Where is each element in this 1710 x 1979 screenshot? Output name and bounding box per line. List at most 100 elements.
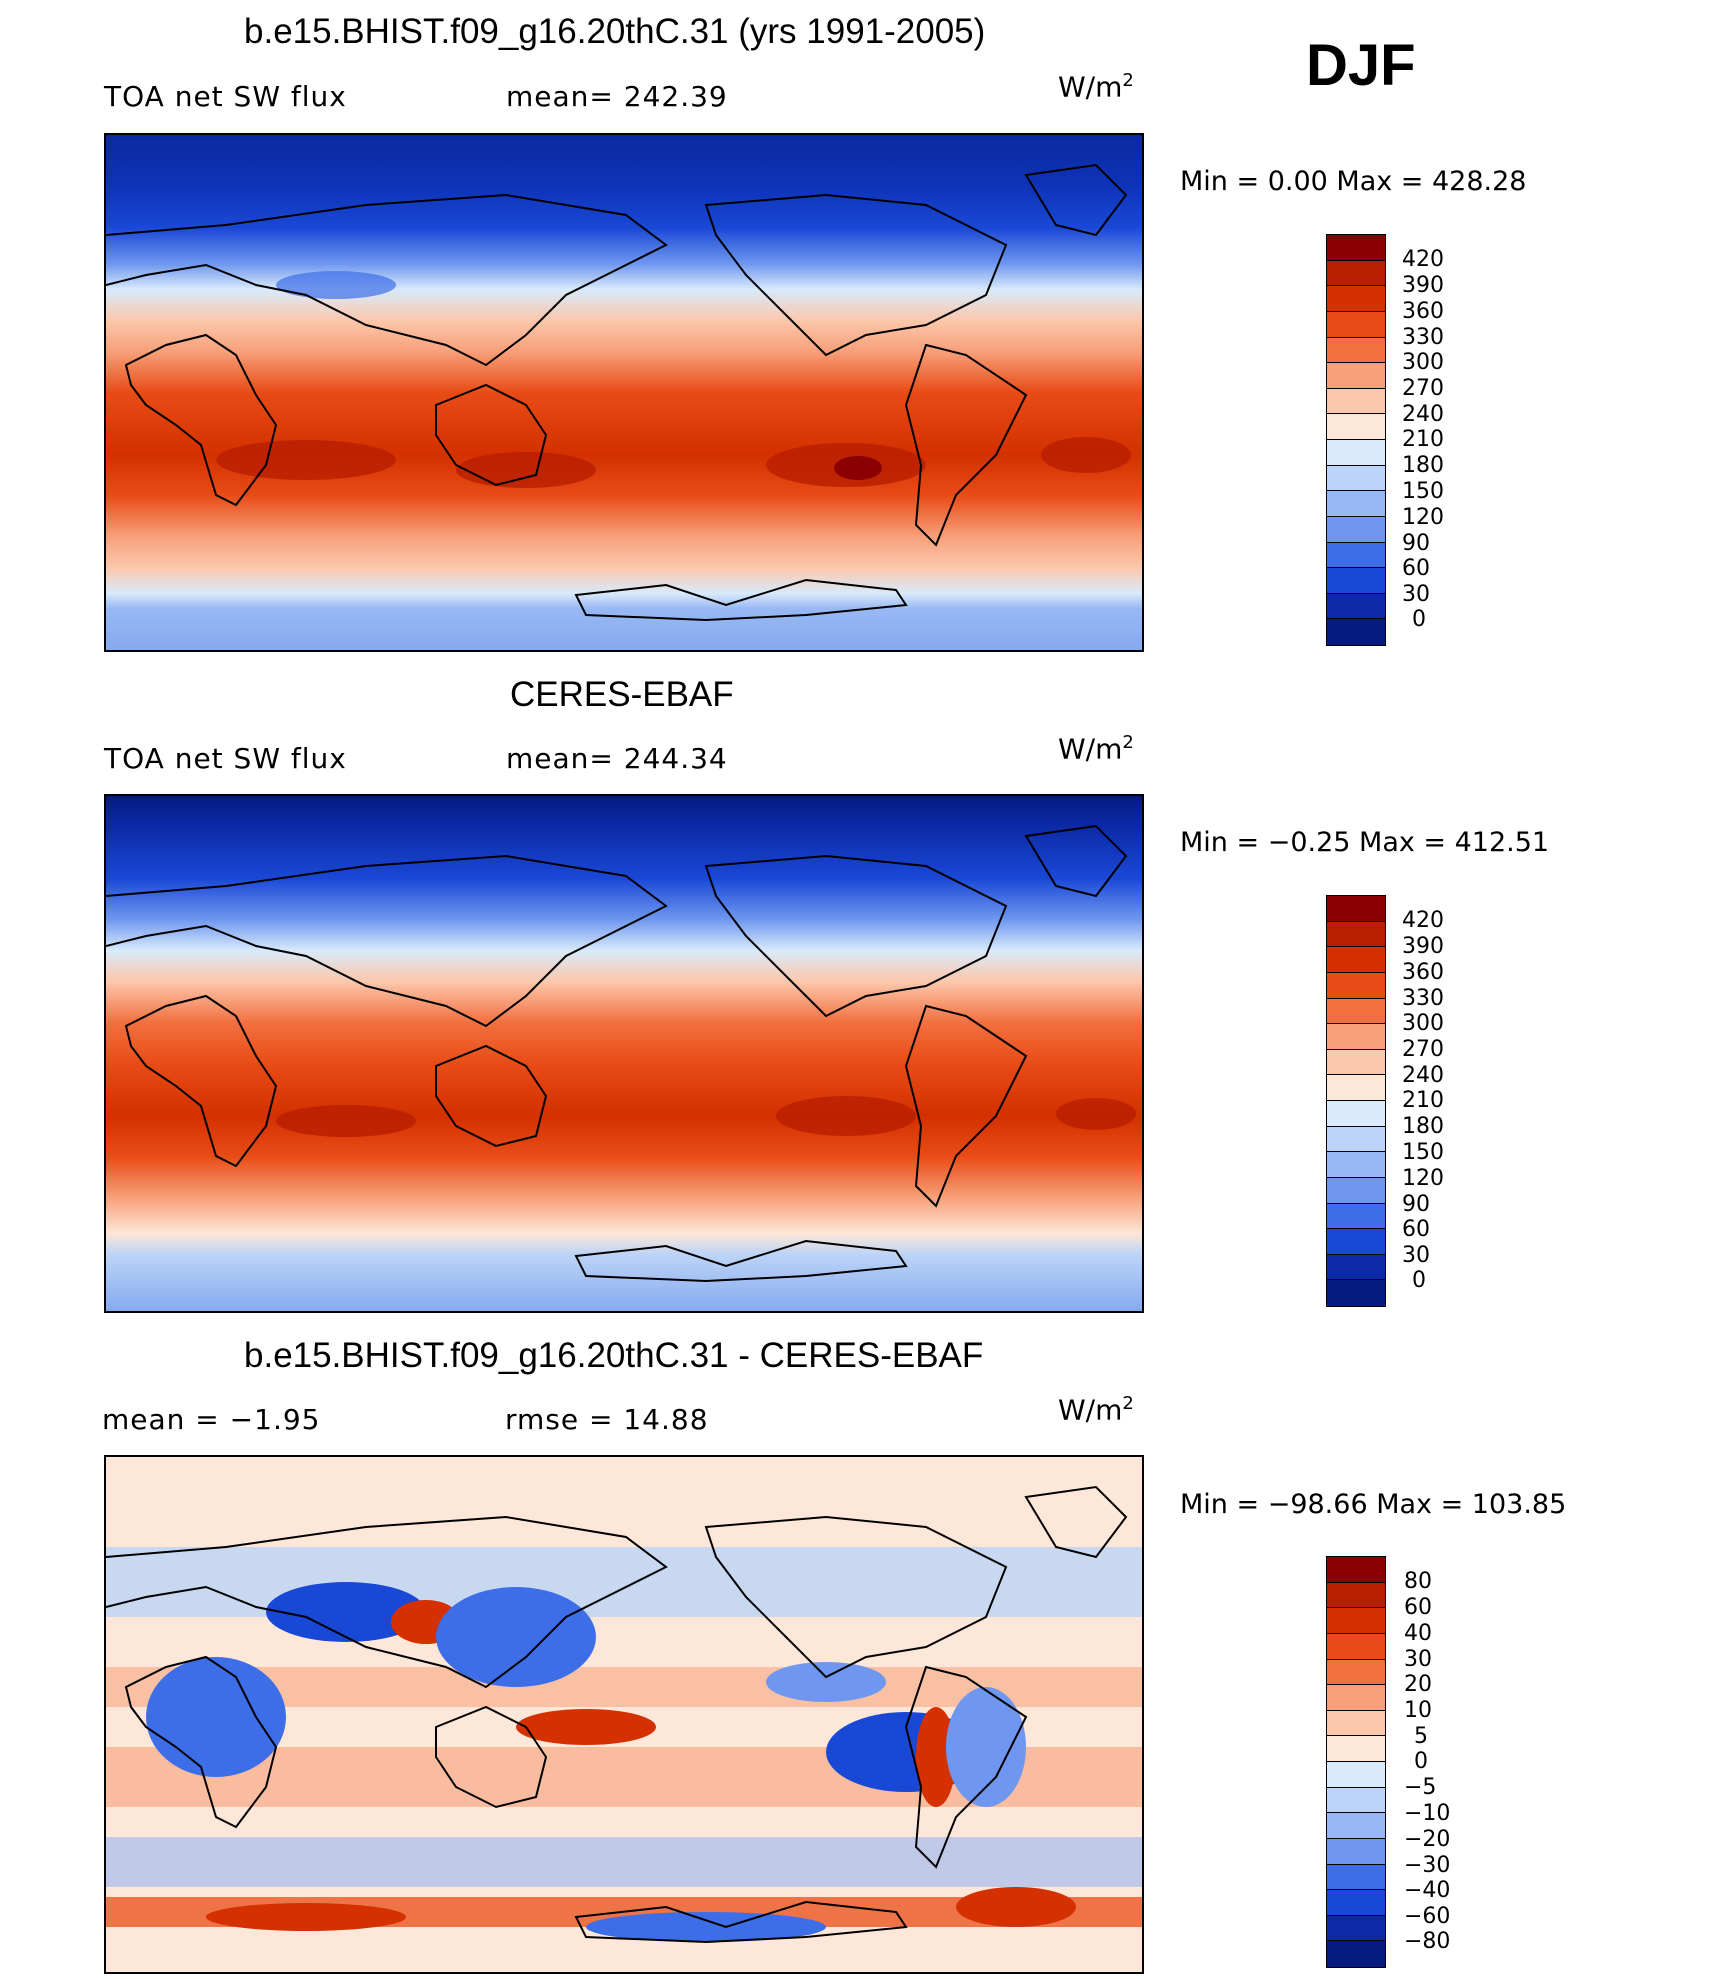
colorbar-tick: 420 (1402, 247, 1444, 272)
colorbar-swatch (1327, 1582, 1385, 1609)
hotspot (276, 1105, 416, 1137)
left-label: TOA net SW flux (104, 80, 347, 113)
colorbar-tick: 60 (1402, 556, 1430, 581)
units-label: W/m2 (1058, 732, 1134, 765)
north-america-coast (704, 1515, 1008, 1679)
hotspot (1041, 437, 1131, 473)
colorbar-swatch (1327, 1126, 1385, 1153)
anomaly (436, 1587, 596, 1687)
colorbar-swatch (1327, 1254, 1385, 1281)
colorbar-tick: 330 (1402, 325, 1444, 350)
colorbar-swatch (1327, 1787, 1385, 1814)
colorbar-tick: 5 (1414, 1724, 1428, 1749)
colorbar-swatch (1327, 1203, 1385, 1230)
colorbar-tick: 390 (1402, 273, 1444, 298)
colorbar-tick: 360 (1402, 960, 1444, 985)
greenland-coast (1024, 163, 1128, 237)
mean-label: mean= 244.34 (506, 742, 728, 775)
panel-title: CERES-EBAF (510, 675, 734, 714)
anomaly (146, 1657, 286, 1777)
south-america-coast (904, 1004, 1028, 1208)
cold-spot (276, 271, 396, 299)
units-exponent: 2 (1122, 70, 1134, 91)
africa-coast (124, 1655, 278, 1829)
colorbar (1326, 895, 1386, 1307)
colorbar-swatch (1327, 465, 1385, 492)
colorbar-swatch (1327, 1229, 1385, 1255)
australia-coast (435, 1044, 548, 1148)
colorbar-swatch (1327, 619, 1385, 645)
hotspot (776, 1096, 916, 1136)
minmax-label: Min = 0.00 Max = 428.28 (1180, 166, 1527, 197)
colorbar-tick: 150 (1402, 1140, 1444, 1165)
colorbar-tick: 60 (1404, 1595, 1432, 1620)
colorbar-swatch (1327, 998, 1385, 1025)
band (106, 1837, 1142, 1887)
colorbar-swatch (1327, 286, 1385, 312)
hotspot (216, 440, 396, 480)
colorbar-tick: −5 (1404, 1775, 1437, 1800)
colorbar-swatch (1327, 1557, 1385, 1583)
colorbar-tick: −20 (1404, 1827, 1451, 1852)
colorbar-tick: −80 (1404, 1929, 1451, 1954)
colorbar-tick: 330 (1402, 986, 1444, 1011)
colorbar-swatch (1327, 337, 1385, 364)
north-america-coast (704, 193, 1008, 357)
colorbar-swatch (1327, 921, 1385, 948)
colorbar-tick: 0 (1414, 1749, 1428, 1774)
map-svg (106, 796, 1142, 1311)
anomaly (516, 1709, 656, 1745)
colorbar-tick: 30 (1404, 1647, 1432, 1672)
colorbar-tick: 90 (1402, 1192, 1430, 1217)
colorbar-swatch (1327, 1838, 1385, 1865)
colorbar-tick: 90 (1402, 531, 1430, 556)
colorbar-swatch (1327, 440, 1385, 466)
anomaly (916, 1707, 956, 1807)
antarctica-coast (574, 1900, 908, 1944)
field-background (106, 135, 1142, 650)
colorbar-swatch (1327, 1608, 1385, 1634)
units-base: W/m (1058, 732, 1123, 766)
colorbar-tick: 270 (1402, 376, 1444, 401)
colorbar-tick: 30 (1402, 1243, 1430, 1268)
colorbar-tick: 300 (1402, 1011, 1444, 1036)
anomaly (766, 1662, 886, 1702)
colorbar-tick: −40 (1404, 1878, 1451, 1903)
hotspot (834, 456, 882, 480)
colorbar-swatch (1327, 1864, 1385, 1891)
colorbar-tick: 30 (1402, 582, 1430, 607)
colorbar-tick: −60 (1404, 1904, 1451, 1929)
africa-coast (124, 333, 278, 507)
colorbar-swatch (1327, 1685, 1385, 1711)
colorbar-swatch (1327, 1762, 1385, 1788)
greenland-coast (1024, 824, 1128, 898)
colorbar-tick: 80 (1404, 1569, 1432, 1594)
colorbar-swatch (1327, 1101, 1385, 1127)
season-label: DJF (1306, 33, 1416, 98)
colorbar-swatch (1327, 516, 1385, 543)
colorbar-swatch (1327, 311, 1385, 338)
colorbar-tick: 180 (1402, 1114, 1444, 1139)
colorbar-tick: 150 (1402, 479, 1444, 504)
colorbar-swatch (1327, 1659, 1385, 1686)
colorbar-swatch (1327, 235, 1385, 261)
colorbar-swatch (1327, 1736, 1385, 1762)
coastlines (106, 163, 1128, 622)
coastlines (106, 824, 1128, 1283)
australia-coast (435, 1705, 548, 1809)
colorbar-tick: 300 (1402, 350, 1444, 375)
north-america-coast (704, 854, 1008, 1018)
colorbar-swatch (1327, 593, 1385, 620)
colorbar-swatch (1327, 414, 1385, 440)
anomaly (266, 1582, 426, 1642)
minmax-label: Min = −98.66 Max = 103.85 (1180, 1489, 1567, 1520)
south-america-coast (904, 343, 1028, 547)
australia-coast (435, 383, 548, 487)
colorbar-swatch (1327, 1813, 1385, 1839)
greenland-coast (1024, 1485, 1128, 1559)
eurasia-coast (106, 1515, 668, 1689)
colorbar-swatch (1327, 568, 1385, 594)
colorbar-swatch (1327, 491, 1385, 517)
africa-coast (124, 994, 278, 1168)
minmax-label: Min = −0.25 Max = 412.51 (1180, 827, 1550, 858)
